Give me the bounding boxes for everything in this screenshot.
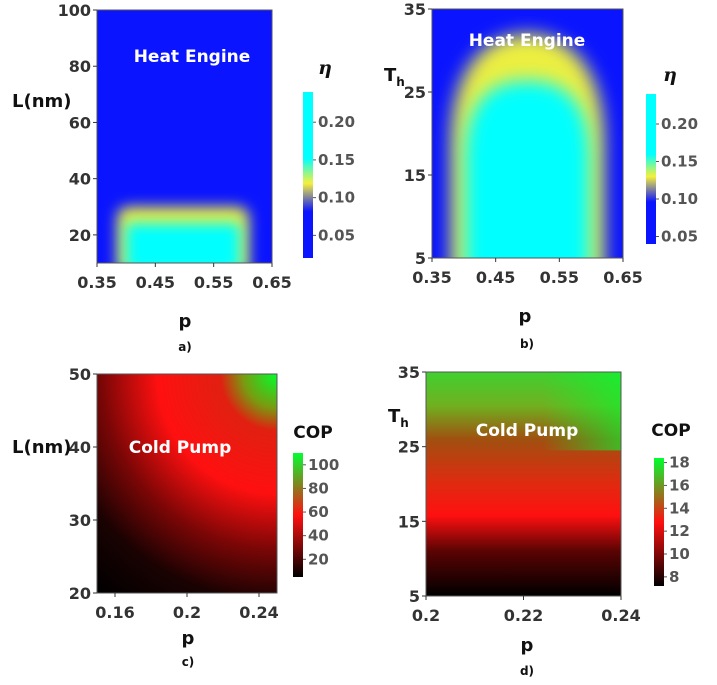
x-axis-label-a: p <box>179 311 192 332</box>
panel-b: 0.35 0.45 0.55 0.65 5 15 25 35 Heat Engine Th p… <box>384 0 698 351</box>
annotation-d: Cold Pump <box>476 421 579 441</box>
y-tick-label: 5 <box>415 249 426 268</box>
colorbar-tick-label: 8 <box>669 568 679 586</box>
y-tick-label: 5 <box>409 587 420 606</box>
colorbar-tick-label: 12 <box>669 522 690 540</box>
plot-frame-a <box>96 9 273 264</box>
colorbar-tick-label: 0.05 <box>661 228 698 246</box>
colorbar-tick-label: 60 <box>308 503 329 521</box>
y-axis-label-d: Th <box>388 406 409 430</box>
y-tick-label: 35 <box>398 363 420 382</box>
colorbar-tick-label: 0.10 <box>318 189 355 207</box>
y-tick-label: 20 <box>69 584 91 603</box>
colorbar-tick-label: 10 <box>669 545 690 563</box>
colorbar-c <box>293 453 303 577</box>
y-tick-label: 40 <box>69 170 91 189</box>
x-tick-label: 0.55 <box>194 273 233 292</box>
annotation-c: Cold Pump <box>129 438 232 458</box>
x-tick-label: 0.24 <box>239 603 278 622</box>
y-tick-label: 80 <box>69 57 91 76</box>
colorbar-tick-label: 100 <box>308 456 339 474</box>
colorbar-tick-label: 0.20 <box>661 115 698 133</box>
colorbar-title-d: COP <box>651 421 690 441</box>
colorbar-tick-label: 80 <box>308 479 329 497</box>
y-tick-label: 25 <box>404 83 426 102</box>
y-axis-label-c: L(nm) <box>12 437 72 458</box>
colorbar-tick-label: 14 <box>669 499 690 517</box>
colorbar-d <box>654 458 664 586</box>
colorbar-tick-label: 18 <box>669 454 690 472</box>
x-tick-label: 0.2 <box>173 603 201 622</box>
heatmap-b <box>432 9 623 258</box>
y-tick-label: 100 <box>58 1 91 20</box>
annotation-a: Heat Engine <box>134 47 251 67</box>
x-tick-label: 0.24 <box>601 606 640 625</box>
x-tick-label: 0.16 <box>95 603 134 622</box>
x-axis-label-c: p <box>182 628 195 649</box>
x-axis-label-d: p <box>521 635 534 656</box>
x-tick-label: 0.45 <box>136 273 175 292</box>
y-axis-label-a: L(nm) <box>12 91 72 112</box>
y-axis-label-d-main: T <box>388 406 401 427</box>
colorbar-tick-label: 0.10 <box>661 190 698 208</box>
x-tick-label: 0.45 <box>476 268 515 287</box>
y-tick-label: 60 <box>69 113 91 132</box>
panel-label-c: c) <box>182 655 195 669</box>
y-tick-label: 40 <box>69 438 91 457</box>
colorbar-tick-label: 0.05 <box>318 226 355 244</box>
y-tick-label: 25 <box>398 438 420 457</box>
heatmap-a <box>97 10 272 263</box>
y-tick-label: 20 <box>69 226 91 245</box>
x-tick-label: 0.65 <box>252 273 291 292</box>
colorbar-tick-label: 0.15 <box>318 151 355 169</box>
y-tick-label: 35 <box>404 0 426 19</box>
heatmap-d <box>426 372 621 596</box>
colorbar-tick-label: 20 <box>308 550 329 568</box>
y-tick-label: 30 <box>69 511 91 530</box>
y-axis-label-b: Th <box>384 65 405 89</box>
y-tick-label: 15 <box>398 512 420 531</box>
colorbar-tick-label: 40 <box>308 527 329 545</box>
y-tick-label: 50 <box>69 365 91 384</box>
y-axis-label-b-sub: h <box>396 75 405 89</box>
x-tick-label: 0.2 <box>412 606 440 625</box>
y-axis-label-b-main: T <box>384 65 397 86</box>
colorbar-a <box>303 92 313 258</box>
x-tick-label: 0.35 <box>412 268 451 287</box>
colorbar-tick-label: 0.20 <box>318 113 355 131</box>
colorbar-b <box>646 94 656 244</box>
colorbar-tick-label: 0.15 <box>661 153 698 171</box>
plot-frame-b <box>431 8 624 259</box>
x-tick-label: 0.55 <box>540 268 579 287</box>
annotation-b: Heat Engine <box>469 31 586 51</box>
panel-label-d: d) <box>520 664 534 678</box>
panel-label-a: a) <box>178 340 192 354</box>
heatmap-c <box>97 374 277 593</box>
panel-c: 0.16 0.2 0.24 20 30 40 50 Cold Pump L(nm) p c)… <box>12 365 339 669</box>
panel-label-b: b) <box>520 337 534 351</box>
panel-d: 0.2 0.22 0.24 5 15 25 35 Cold Pump Th p d) COP… <box>388 363 691 678</box>
colorbar-title-c: COP <box>293 423 332 443</box>
x-tick-label: 0.22 <box>504 606 543 625</box>
colorbar-tick-label: 16 <box>669 476 690 494</box>
colorbar-title-b: η <box>663 64 677 86</box>
colorbar-title-a: η <box>318 57 332 79</box>
x-tick-label: 0.35 <box>77 273 116 292</box>
x-axis-label-b: p <box>519 306 532 327</box>
y-axis-label-d-sub: h <box>400 416 409 430</box>
x-tick-label: 0.65 <box>603 268 642 287</box>
y-tick-label: 15 <box>404 166 426 185</box>
